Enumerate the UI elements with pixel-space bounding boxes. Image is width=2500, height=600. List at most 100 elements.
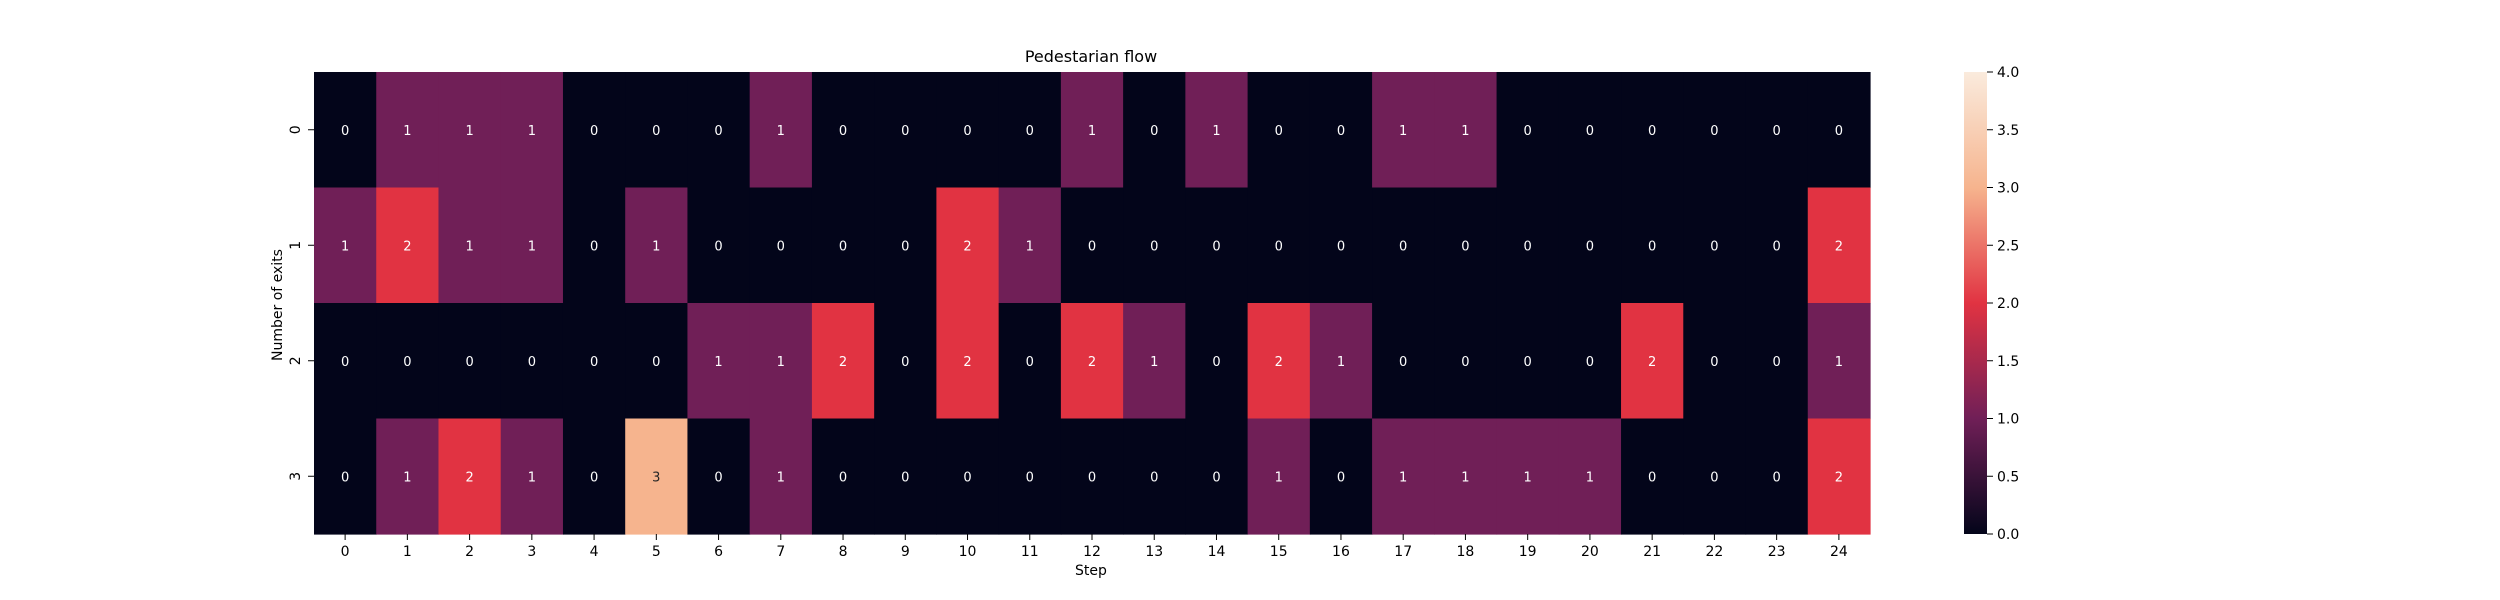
cell-annotation: 0: [714, 470, 722, 485]
heatmap-cell: [1434, 187, 1498, 304]
cell-annotation: 1: [714, 355, 722, 370]
y-tick-label: 0: [288, 125, 304, 134]
heatmap-cell: [376, 187, 440, 304]
cell-annotation: 0: [652, 124, 660, 139]
cell-annotation: 0: [714, 124, 722, 139]
x-tick-label: 9: [901, 544, 910, 560]
heatmap-cell: [1247, 303, 1311, 420]
colorbar-tick-label: 0.5: [1997, 469, 2019, 485]
cell-annotation: 0: [1399, 239, 1407, 254]
cell-annotation: 0: [963, 124, 971, 139]
heatmap-cell: [1558, 72, 1622, 189]
cell-annotation: 3: [652, 470, 660, 485]
heatmap-cell: [314, 72, 377, 189]
cell-annotation: 0: [1524, 239, 1532, 254]
cell-annotation: 0: [1524, 355, 1532, 370]
cell-annotation: 0: [1772, 124, 1780, 139]
heatmap-cell: [1496, 303, 1560, 420]
cell-annotation: 0: [901, 470, 909, 485]
x-tick-label: 20: [1581, 544, 1599, 560]
cell-annotation: 1: [403, 470, 411, 485]
heatmap-cell: [1621, 303, 1684, 420]
heatmap-cell: [625, 418, 689, 535]
heatmap-cell: [1123, 303, 1186, 420]
heatmap-cells: [314, 72, 1871, 535]
heatmap-cell: [376, 303, 440, 420]
cell-annotation: 0: [465, 355, 473, 370]
cell-annotation: 0: [1212, 239, 1220, 254]
cell-annotation: 1: [1461, 470, 1469, 485]
cell-annotation: 1: [465, 124, 473, 139]
heatmap-cell: [1807, 72, 1871, 189]
heatmap-cell: [1123, 72, 1186, 189]
cell-annotation: 0: [963, 470, 971, 485]
heatmap-cell: [1247, 418, 1311, 535]
cell-annotation: 2: [839, 355, 847, 370]
cell-annotation: 1: [1399, 124, 1407, 139]
x-tick-label: 4: [590, 544, 599, 560]
cell-annotation: 0: [1648, 470, 1656, 485]
heatmap-cell: [811, 303, 875, 420]
heatmap-cell: [1558, 418, 1622, 535]
x-tick-label: 10: [959, 544, 977, 560]
heatmap-cell: [936, 72, 1000, 189]
heatmap-cell: [1745, 72, 1809, 189]
colorbar-tick-label: 2.0: [1997, 296, 2019, 312]
cell-annotation: 0: [1772, 470, 1780, 485]
x-tick-label: 11: [1021, 544, 1039, 560]
x-tick-label: 23: [1768, 544, 1786, 560]
heatmap-cell: [749, 187, 813, 304]
x-tick-label: 7: [776, 544, 785, 560]
heatmap-cell: [1060, 187, 1124, 304]
heatmap-cell: [1745, 187, 1809, 304]
cell-annotation: 0: [1772, 239, 1780, 254]
cell-annotation: 1: [465, 239, 473, 254]
heatmap-cell: [314, 418, 377, 535]
cell-annotation: 0: [1337, 470, 1345, 485]
heatmap-cell: [1434, 303, 1498, 420]
cell-annotation: 0: [403, 355, 411, 370]
heatmap-cell: [1309, 418, 1373, 535]
heatmap-cell: [438, 418, 502, 535]
cell-annotation: 1: [777, 470, 785, 485]
cell-annotation: 0: [1461, 355, 1469, 370]
cell-annotation: 1: [1461, 124, 1469, 139]
colorbar-tick-label: 2.5: [1997, 238, 2019, 254]
cell-annotation: 0: [590, 355, 598, 370]
cell-annotation: 0: [777, 239, 785, 254]
heatmap-cell: [1621, 187, 1684, 304]
heatmap-cell: [562, 72, 626, 189]
x-axis: 0 1 2 3 4 5 6 7 8 9 10 11 12 13 14 15 16 17 18 19 20 21 22 23 24: [341, 534, 1848, 560]
x-tick-label: 6: [714, 544, 723, 560]
cell-annotation: 0: [1648, 239, 1656, 254]
cell-annotation: 0: [1337, 239, 1345, 254]
cell-annotation: 0: [839, 239, 847, 254]
cell-annotation: 1: [528, 239, 536, 254]
heatmap-cell: [936, 303, 1000, 420]
heatmap-cell: [1185, 418, 1249, 535]
heatmap-cell: [562, 187, 626, 304]
cell-annotation: 0: [1835, 124, 1843, 139]
heatmap-cell: [1745, 418, 1809, 535]
heatmap-cell: [1683, 418, 1747, 535]
heatmap-cell: [1372, 187, 1435, 304]
x-tick-label: 21: [1643, 544, 1661, 560]
x-tick-label: 16: [1332, 544, 1350, 560]
heatmap-cell: [438, 187, 502, 304]
y-axis: 0 1 2 3: [288, 125, 314, 481]
heatmap-cell: [1745, 303, 1809, 420]
cell-annotation: 0: [1710, 470, 1718, 485]
x-tick-label: 2: [465, 544, 474, 560]
cell-annotation: 0: [1399, 355, 1407, 370]
cell-annotation: 1: [1399, 470, 1407, 485]
x-tick-label: 18: [1457, 544, 1475, 560]
cell-annotations: 0 1 1 1 0 0 0 1 0 0 0 0 1 0 1 0 0 1 1 0 0 0 0 0 0 1 2 1 1 0 1 0 0 0 0 2 1 0 0 0…: [341, 124, 1843, 486]
cell-annotation: 0: [1524, 124, 1532, 139]
heatmap-cell: [1807, 187, 1871, 304]
heatmap-cell: [625, 303, 689, 420]
heatmap-cell: [1434, 72, 1498, 189]
x-tick-label: 17: [1394, 544, 1412, 560]
heatmap-cell: [562, 303, 626, 420]
cell-annotation: 0: [1212, 355, 1220, 370]
